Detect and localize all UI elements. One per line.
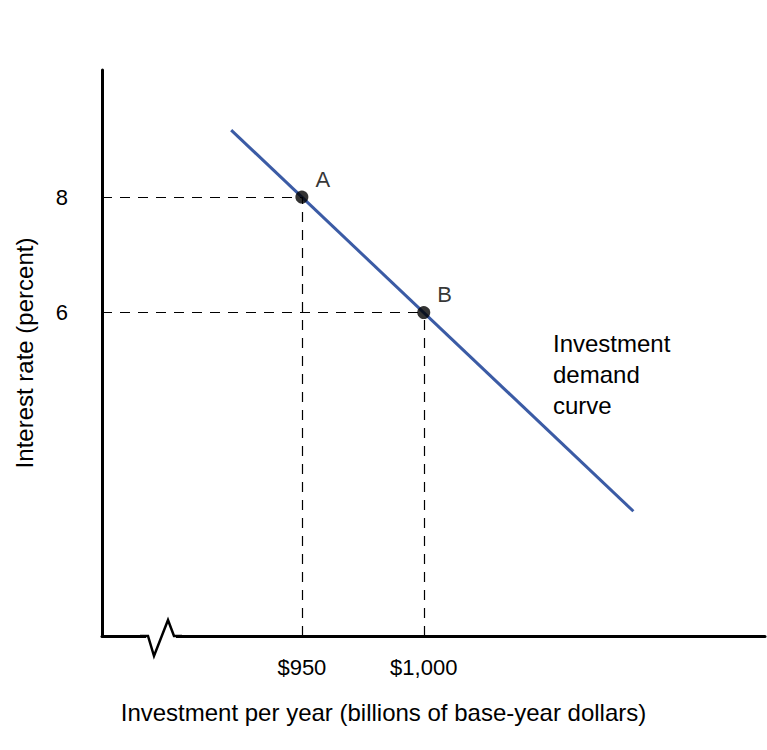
svg-text:curve: curve	[553, 392, 612, 419]
svg-text:demand: demand	[553, 361, 646, 388]
svg-text:8: 8	[56, 185, 68, 210]
svg-text:6: 6	[56, 300, 68, 325]
svg-text:B: B	[437, 282, 452, 307]
svg-text:Investment: Investment	[553, 330, 677, 357]
svg-text:$950: $950	[277, 655, 326, 680]
svg-text:A: A	[315, 167, 330, 192]
svg-text:Interest rate (percent): Interest rate (percent)	[11, 238, 38, 469]
svg-text:$1,000: $1,000	[390, 655, 457, 680]
svg-text:Investment per year (billions: Investment per year (billions of base-ye…	[121, 699, 647, 726]
